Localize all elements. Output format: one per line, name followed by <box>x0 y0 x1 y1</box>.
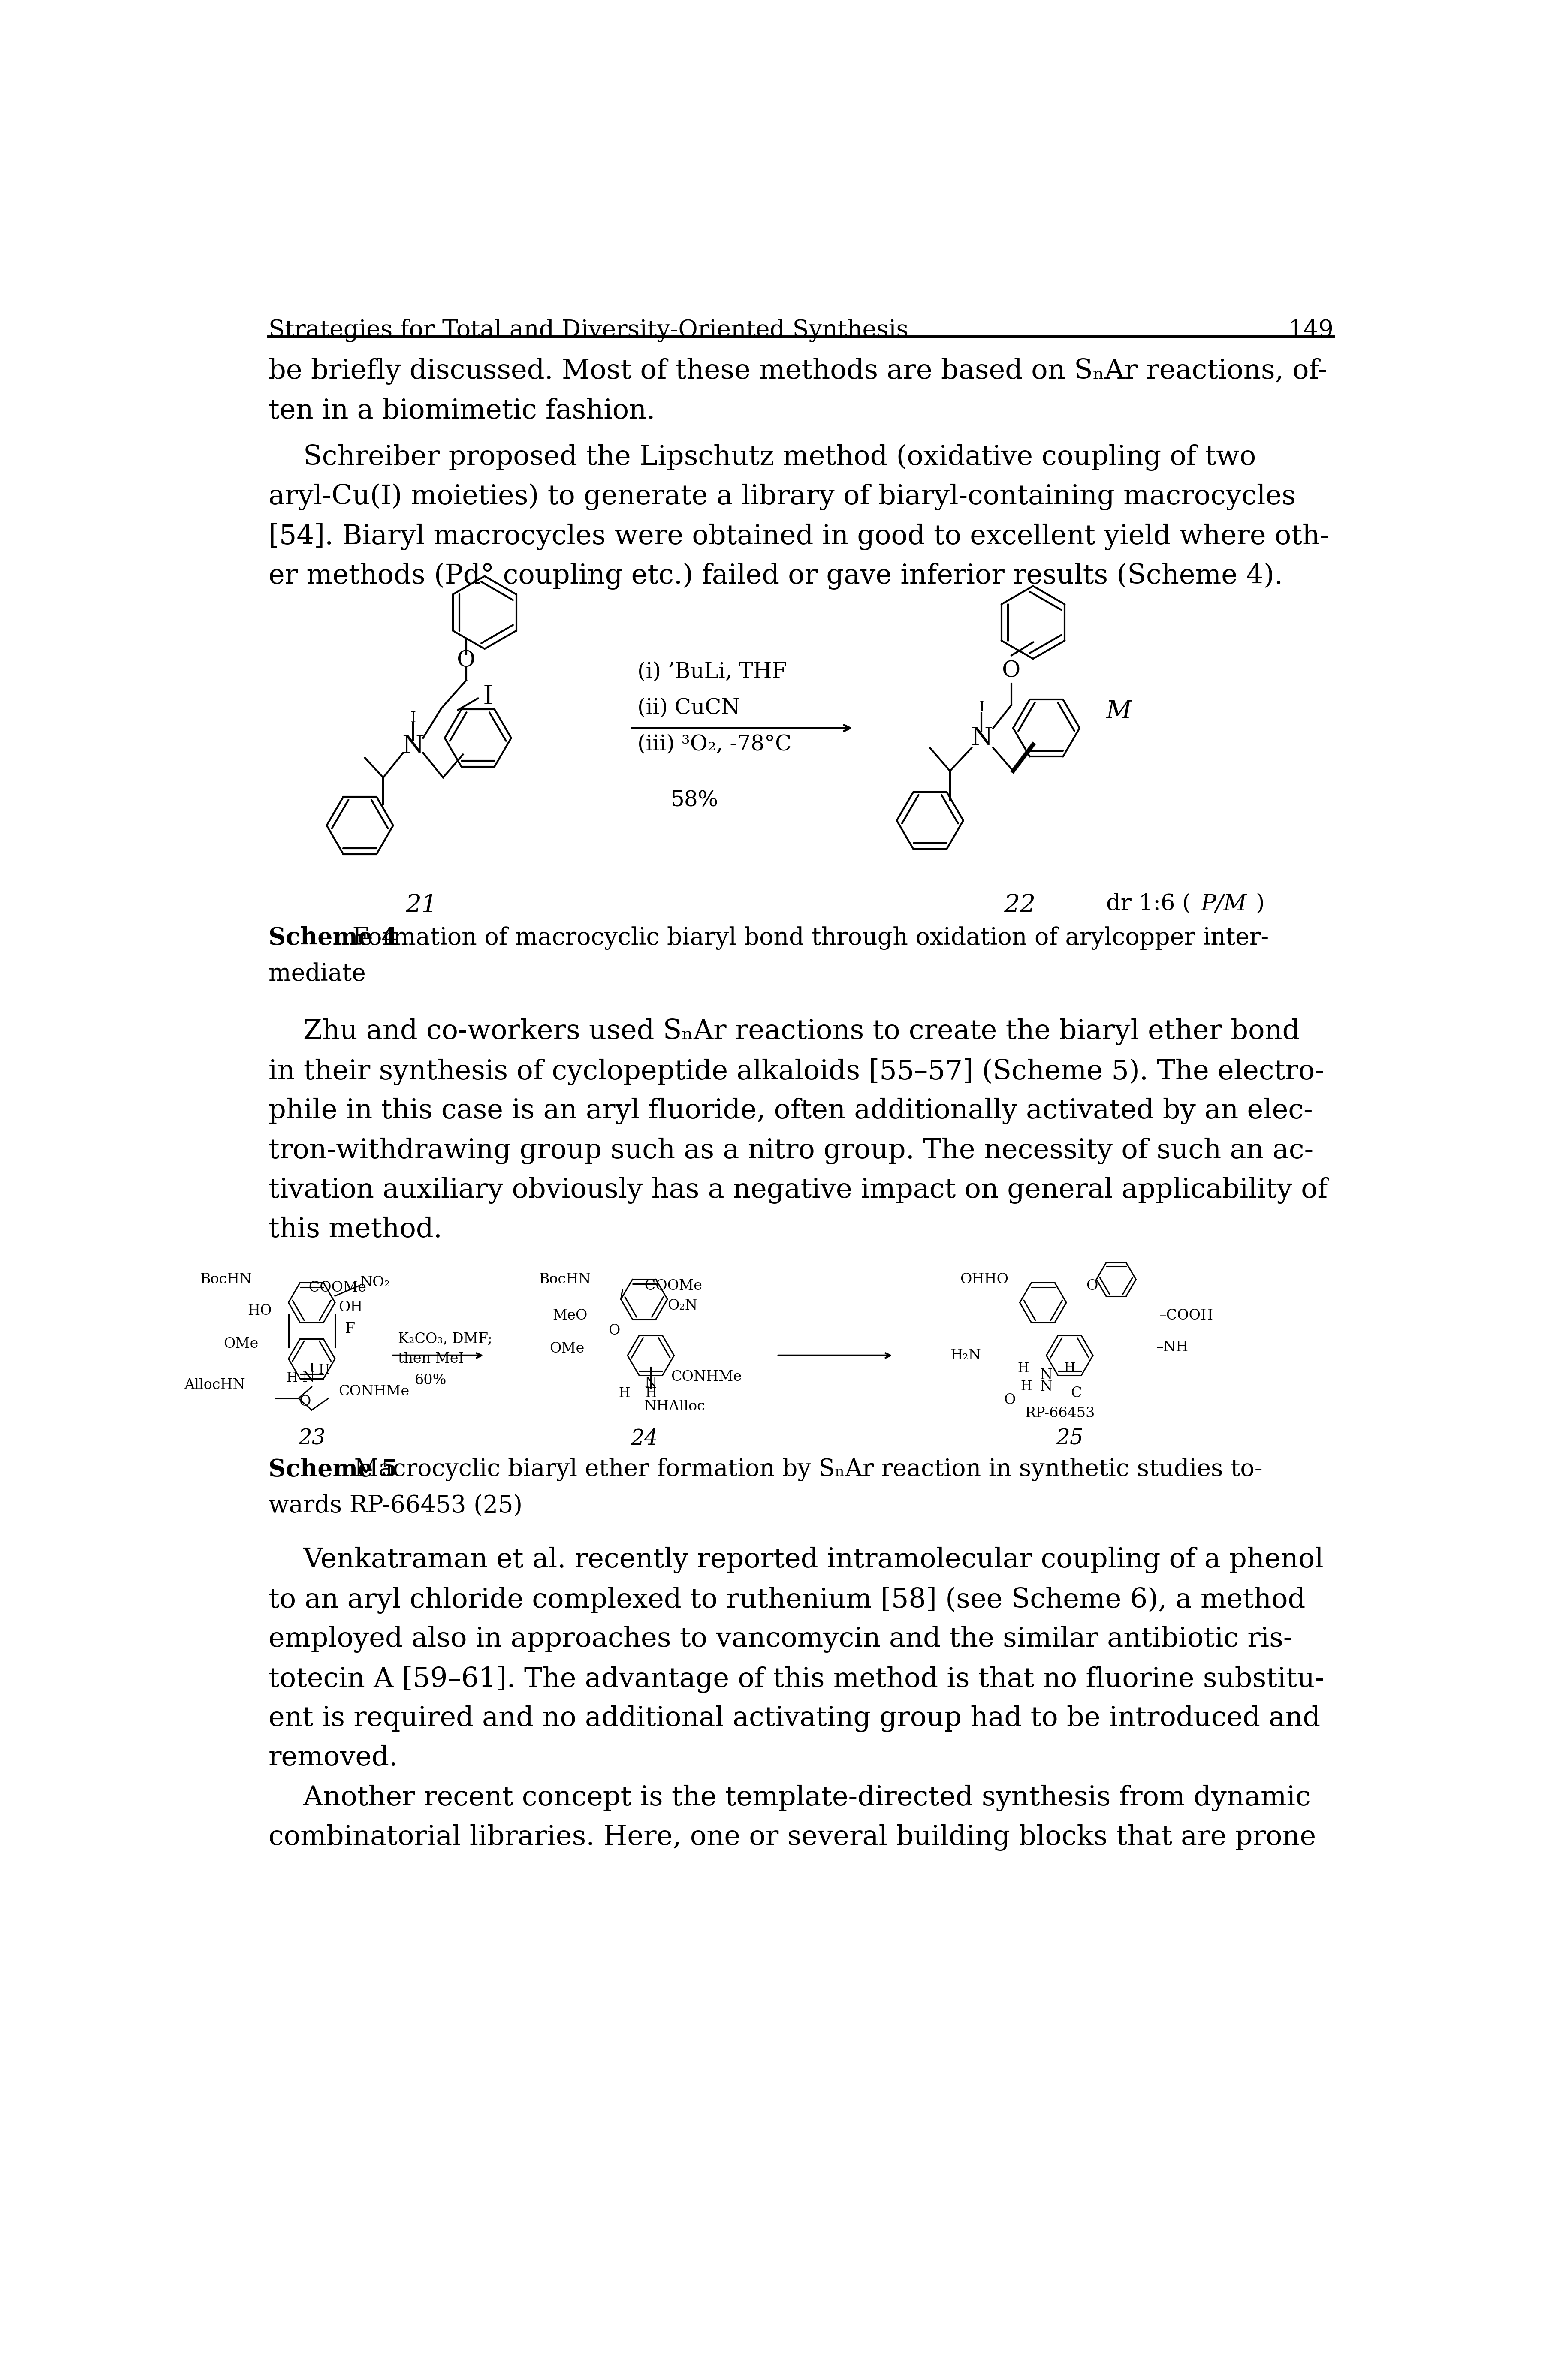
Text: phile in this case is an aryl fluoride, often additionally activated by an elec-: phile in this case is an aryl fluoride, … <box>269 1097 1313 1123</box>
Text: [54]. Biaryl macrocycles were obtained in good to excellent yield where oth-: [54]. Biaryl macrocycles were obtained i… <box>269 524 1329 550</box>
Text: H: H <box>286 1371 297 1385</box>
Text: N: N <box>1039 1368 1052 1383</box>
Text: to an aryl chloride complexed to ruthenium [58] (see Scheme 6), a method: to an aryl chloride complexed to rutheni… <box>269 1587 1305 1614</box>
Text: then MeI: then MeI <box>399 1352 464 1366</box>
Text: O: O <box>299 1395 311 1409</box>
Text: O: O <box>1002 659 1021 681</box>
Text: K₂CO₃, DMF;: K₂CO₃, DMF; <box>399 1333 492 1345</box>
Text: tron-withdrawing group such as a nitro group. The necessity of such an ac-: tron-withdrawing group such as a nitro g… <box>269 1138 1313 1164</box>
Text: N: N <box>302 1371 314 1385</box>
Text: OHHO: OHHO <box>960 1273 1008 1285</box>
Text: N: N <box>971 726 993 750</box>
Text: OMe: OMe <box>550 1342 585 1357</box>
Text: 60%: 60% <box>414 1373 447 1388</box>
Text: AllocHN: AllocHN <box>184 1378 245 1392</box>
Text: Formation of macrocyclic biaryl bond through oxidation of arylcopper inter-: Formation of macrocyclic biaryl bond thr… <box>345 926 1269 950</box>
Text: MeO: MeO <box>553 1309 588 1323</box>
Text: Schreiber proposed the Lipschutz method (oxidative coupling of two: Schreiber proposed the Lipschutz method … <box>269 445 1257 471</box>
Text: P/M: P/M <box>1200 892 1247 914</box>
Text: I: I <box>483 683 492 709</box>
Text: ): ) <box>1255 892 1264 914</box>
Text: (i) ’BuLi, THF: (i) ’BuLi, THF <box>638 662 786 683</box>
Text: H₂N: H₂N <box>950 1349 982 1361</box>
Text: mediate: mediate <box>269 962 366 985</box>
Text: –COOMe: –COOMe <box>638 1278 702 1292</box>
Text: C: C <box>1071 1388 1082 1399</box>
Text: (iii) ³O₂, -78°C: (iii) ³O₂, -78°C <box>638 733 791 754</box>
Text: Scheme 5: Scheme 5 <box>269 1459 397 1480</box>
Text: (ii) CuCN: (ii) CuCN <box>638 697 741 719</box>
Text: wards RP-66453 (25): wards RP-66453 (25) <box>269 1495 522 1518</box>
Text: O: O <box>608 1323 621 1338</box>
Text: BocHN: BocHN <box>539 1273 591 1285</box>
Text: CONHMe: CONHMe <box>338 1385 410 1399</box>
Text: Strategies for Total and Diversity-Oriented Synthesis: Strategies for Total and Diversity-Orien… <box>269 319 908 343</box>
Text: totecin A [59–61]. The advantage of this method is that no fluorine substitu-: totecin A [59–61]. The advantage of this… <box>269 1666 1324 1692</box>
Text: O: O <box>456 650 475 671</box>
Text: Scheme 4: Scheme 4 <box>269 926 397 950</box>
Text: removed.: removed. <box>269 1745 399 1771</box>
Text: HO: HO <box>247 1304 272 1319</box>
Text: H: H <box>646 1388 656 1399</box>
Text: 58%: 58% <box>671 790 719 812</box>
Text: –COOH: –COOH <box>1160 1309 1213 1323</box>
Text: Macrocyclic biaryl ether formation by SₙAr reaction in synthetic studies to-: Macrocyclic biaryl ether formation by Sₙ… <box>347 1459 1263 1480</box>
Text: dr 1:6 (: dr 1:6 ( <box>1107 892 1191 914</box>
Text: O: O <box>1086 1278 1097 1292</box>
Text: H: H <box>1018 1361 1028 1376</box>
Text: employed also in approaches to vancomycin and the similar antibiotic ris-: employed also in approaches to vancomyci… <box>269 1626 1293 1652</box>
Text: N: N <box>1039 1380 1052 1395</box>
Text: RP-66453: RP-66453 <box>1025 1407 1094 1421</box>
Text: Zhu and co-workers used SₙAr reactions to create the biaryl ether bond: Zhu and co-workers used SₙAr reactions t… <box>269 1019 1300 1045</box>
Text: H: H <box>319 1364 330 1376</box>
Text: be briefly discussed. Most of these methods are based on SₙAr reactions, of-: be briefly discussed. Most of these meth… <box>269 359 1327 386</box>
Text: H: H <box>619 1388 630 1399</box>
Text: CONHMe: CONHMe <box>671 1371 741 1383</box>
Text: Another recent concept is the template-directed synthesis from dynamic: Another recent concept is the template-d… <box>269 1785 1311 1811</box>
Text: combinatorial libraries. Here, one or several building blocks that are prone: combinatorial libraries. Here, one or se… <box>269 1825 1316 1852</box>
Text: H: H <box>1064 1361 1075 1376</box>
Text: M: M <box>1107 700 1132 724</box>
Text: in their synthesis of cyclopeptide alkaloids [55–57] (Scheme 5). The electro-: in their synthesis of cyclopeptide alkal… <box>269 1059 1324 1085</box>
Text: NO₂: NO₂ <box>359 1276 391 1290</box>
Text: 23: 23 <box>299 1428 325 1449</box>
Text: aryl-Cu(I) moieties) to generate a library of biaryl-containing macrocycles: aryl-Cu(I) moieties) to generate a libra… <box>269 483 1296 509</box>
Text: ent is required and no additional activating group had to be introduced and: ent is required and no additional activa… <box>269 1706 1321 1733</box>
Text: I: I <box>978 700 985 714</box>
Text: er methods (Pd° coupling etc.) failed or gave inferior results (Scheme 4).: er methods (Pd° coupling etc.) failed or… <box>269 564 1283 590</box>
Text: O₂N: O₂N <box>667 1299 697 1314</box>
Text: 21: 21 <box>405 892 438 916</box>
Text: ten in a biomimetic fashion.: ten in a biomimetic fashion. <box>269 397 655 424</box>
Text: –NH: –NH <box>1157 1340 1188 1354</box>
Text: O: O <box>1003 1392 1016 1407</box>
Text: 149: 149 <box>1288 319 1333 343</box>
Text: F: F <box>345 1323 355 1335</box>
Text: OH: OH <box>338 1302 363 1314</box>
Text: N: N <box>644 1376 656 1390</box>
Text: 24: 24 <box>630 1428 658 1449</box>
Text: OMe: OMe <box>224 1338 258 1352</box>
Text: this method.: this method. <box>269 1216 442 1242</box>
Text: H: H <box>1021 1380 1032 1392</box>
Text: Venkatraman et al. recently reported intramolecular coupling of a phenol: Venkatraman et al. recently reported int… <box>269 1547 1324 1573</box>
Text: N: N <box>402 733 424 759</box>
Text: BocHN: BocHN <box>200 1273 252 1285</box>
Text: NHAlloc: NHAlloc <box>644 1399 705 1414</box>
Text: 22: 22 <box>1003 892 1036 916</box>
Text: 25: 25 <box>1057 1428 1083 1449</box>
Text: I: I <box>410 712 416 726</box>
Text: –COOMe: –COOMe <box>302 1280 366 1295</box>
Text: tivation auxiliary obviously has a negative impact on general applicability of: tivation auxiliary obviously has a negat… <box>269 1178 1327 1204</box>
